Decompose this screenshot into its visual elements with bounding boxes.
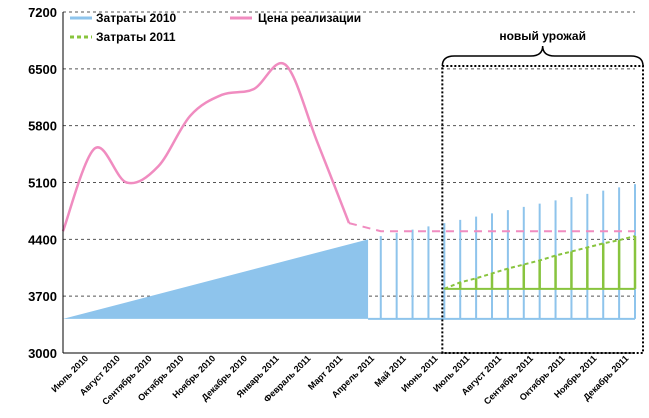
line-price-forecast [348,222,635,233]
area-zatraty-2010 [63,239,369,319]
y-tick-label-4: 5800 [28,119,57,134]
legend-label-zatraty-2011: Затраты 2011 [96,30,176,44]
axes [62,12,635,354]
legend-label-price: Цена реализации [258,11,361,25]
legend-label-zatraty-2010: Затраты 2010 [96,11,177,25]
y-tick-label-3: 5100 [28,176,57,191]
new-harvest-label: новый урожай [499,29,586,43]
series-price [61,61,635,233]
legend: Затраты 2010 Затраты 2011 Цена реализаци… [70,11,361,44]
line-zatraty-2011 [443,235,636,290]
y-axis-ticks: 3000 3700 4400 5100 5800 6500 7200 [28,5,57,361]
new-harvest-annotation: новый урожай [441,29,645,354]
series-zatraty-2010 [63,184,636,320]
y-tick-label-2: 4400 [28,232,57,247]
new-harvest-box [441,65,645,354]
new-harvest-brace [441,45,644,67]
y-tick-label-1: 3700 [28,289,57,304]
line-price-solid [61,61,351,232]
series-zatraty-2011 [443,235,637,290]
y-tick-label-0: 3000 [28,346,57,361]
y-tick-label-6: 7200 [28,5,57,20]
y-tick-label-5: 6500 [28,62,57,77]
